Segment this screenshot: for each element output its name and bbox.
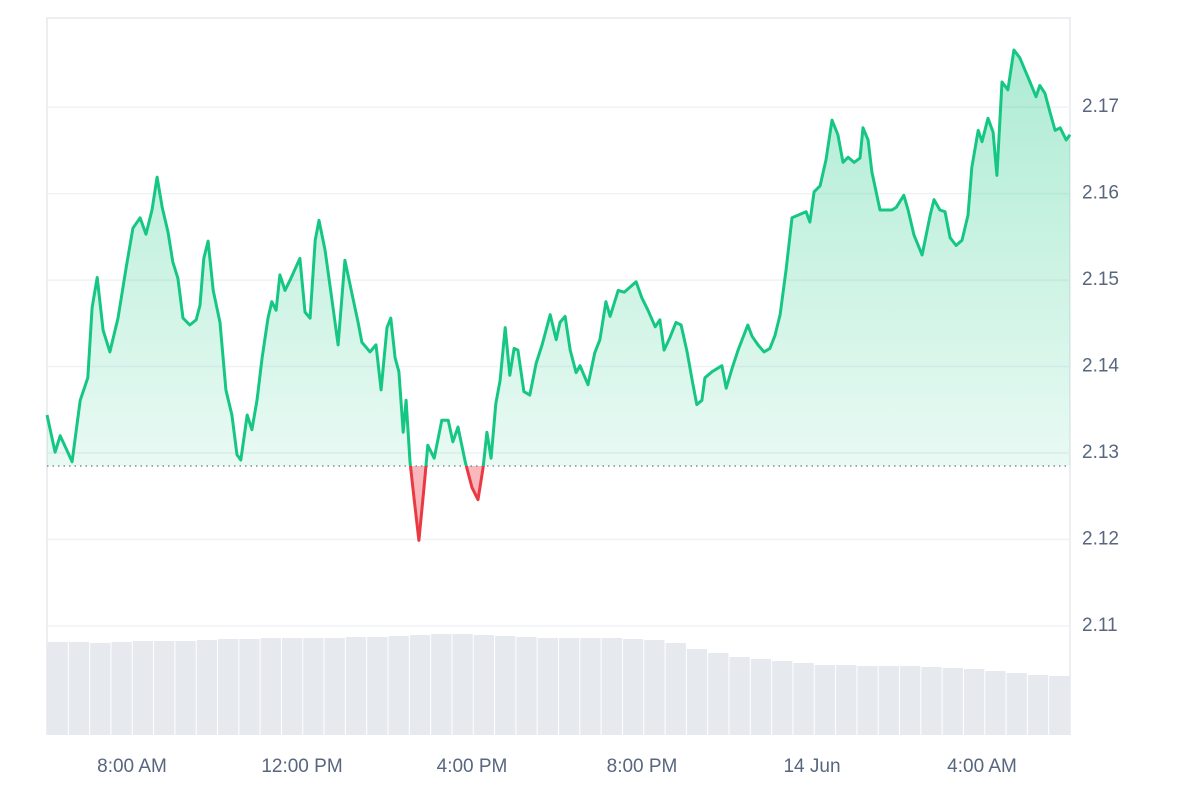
volume-bar: [47, 642, 68, 735]
volume-bar: [750, 659, 772, 735]
x-tick-label: 8:00 AM: [97, 756, 167, 777]
volume-bar: [260, 638, 281, 735]
volume-bar: [281, 638, 303, 735]
volume-bar: [68, 642, 90, 735]
volume-bar: [175, 641, 196, 735]
volume-bar: [942, 668, 963, 735]
volume-bar: [154, 641, 175, 735]
x-tick-label: 4:00 AM: [947, 756, 1017, 777]
volume-bar: [772, 661, 793, 735]
y-tick-label: 2.11: [1082, 615, 1118, 636]
y-tick-label: 2.14: [1082, 356, 1119, 377]
volume-bar: [985, 671, 1006, 735]
x-tick-label: 8:00 PM: [607, 756, 678, 777]
volume-bar: [345, 637, 367, 735]
volume-bar: [367, 637, 388, 735]
volume-bar: [878, 666, 899, 735]
x-tick-label: 4:00 PM: [437, 756, 508, 777]
price-line: [45, 48, 1072, 467]
volume-bar: [409, 635, 431, 735]
volume-bar: [686, 649, 708, 735]
volume-bar: [559, 638, 580, 735]
volume-bar: [516, 637, 537, 735]
y-tick-label: 2.12: [1082, 529, 1119, 550]
volume-bar: [665, 643, 686, 735]
volume-bar: [963, 669, 985, 735]
volume-bar: [900, 666, 921, 735]
volume-bar: [836, 665, 857, 735]
volume-bar: [857, 666, 878, 735]
volume-bar: [452, 634, 473, 735]
area-above: [47, 50, 1070, 467]
volume-bar: [495, 636, 516, 735]
volume-bar: [793, 663, 814, 735]
volume-bar: [644, 640, 665, 735]
volume-bar: [1006, 673, 1027, 735]
y-tick-label: 2.16: [1082, 183, 1119, 204]
y-tick-label: 2.13: [1082, 442, 1119, 463]
volume-bar: [1027, 675, 1049, 735]
volume-bar: [303, 638, 324, 735]
volume-bar: [324, 638, 345, 735]
volume-bar: [601, 638, 622, 735]
volume-bar: [708, 653, 729, 735]
volume-bar: [132, 641, 154, 735]
volume-bar: [111, 642, 132, 735]
volume-bar: [814, 665, 836, 735]
volume-bar: [537, 638, 558, 735]
x-tick-label: 14 Jun: [783, 756, 840, 777]
volume-bar: [218, 639, 239, 735]
volume-bar: [388, 636, 409, 735]
x-tick-label: 12:00 PM: [261, 756, 342, 777]
volume-bar: [431, 634, 452, 735]
volume-bar: [90, 643, 111, 735]
volume-bar: [622, 639, 644, 735]
y-tick-label: 2.15: [1082, 269, 1119, 290]
volume-bar: [473, 635, 495, 735]
y-tick-label: 2.17: [1082, 96, 1119, 117]
volume-bar: [921, 667, 942, 735]
volume-bar: [580, 638, 601, 735]
volume-bar: [729, 657, 750, 735]
volume-bar: [1049, 676, 1070, 735]
volume-bar: [239, 639, 260, 735]
volume-bar: [196, 640, 217, 735]
